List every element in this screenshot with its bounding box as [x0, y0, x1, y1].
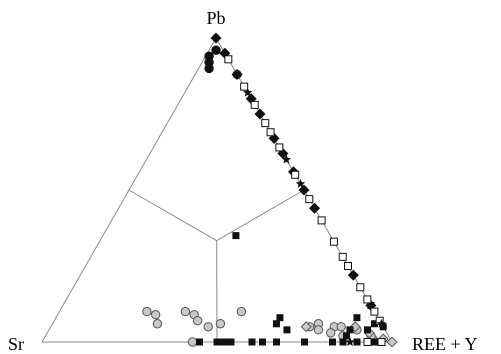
data-point-circle-gray-8 [203, 322, 213, 332]
data-point-square-black-4 [283, 326, 291, 334]
data-point-diamond-black-9 [298, 184, 310, 196]
data-point-diamond-black-3 [231, 68, 243, 80]
data-point-square-open-14 [363, 295, 372, 304]
data-point-square-black-18 [301, 338, 308, 346]
data-point-square-open-15 [370, 307, 379, 316]
data-point-square-black-9 [353, 314, 361, 322]
data-point-square-open-12 [344, 262, 352, 270]
data-point-diamond-black-11 [347, 269, 359, 281]
data-point-circle-gray-4 [152, 319, 163, 329]
data-point-square-open-17 [377, 338, 386, 346]
data-point-square-open-2 [240, 82, 249, 91]
data-point-circle-gray-2 [142, 306, 152, 317]
data-point-star-black-5 [345, 337, 355, 347]
data-point-square-black-20 [339, 338, 347, 346]
data-point-square-black-25 [342, 332, 350, 340]
data-point-square-black-12 [213, 338, 221, 346]
data-point-square-black-17 [273, 338, 280, 346]
data-point-square-open-10 [329, 237, 338, 246]
data-point-circle-gray-7 [192, 316, 203, 326]
data-point-square-open-4 [261, 119, 270, 128]
data-point-square-black-2 [276, 314, 284, 322]
data-point-square-open-18 [363, 338, 372, 346]
data-point-circle-black-4 [204, 63, 214, 74]
data-point-diamond-black-1 [210, 32, 222, 44]
data-point-circle-gray-11 [236, 306, 247, 317]
data-point-circle-gray-10 [187, 337, 198, 347]
data-point-square-black-21 [353, 338, 361, 346]
data-point-diamond-black-5 [254, 108, 266, 120]
data-point-square-black-7 [370, 320, 378, 328]
data-point-square-open-11 [338, 252, 347, 261]
field-boundary-2 [216, 189, 305, 242]
data-point-square-open-9 [317, 216, 326, 225]
data-point-circle-gray-3 [150, 309, 161, 320]
data-point-diamond-black-6 [268, 132, 280, 144]
data-point-square-black-10 [363, 326, 371, 334]
data-point-square-black-19 [329, 338, 336, 346]
data-point-diamond-gray-5 [349, 321, 361, 333]
data-point-square-open-13 [356, 283, 365, 292]
data-point-square-black-14 [227, 338, 235, 346]
data-point-square-black-13 [220, 338, 228, 346]
data-point-square-open-3 [250, 100, 259, 109]
data-point-square-open-1 [224, 55, 233, 64]
data-point-square-black-5 [367, 302, 375, 310]
data-point-star-black-4 [376, 318, 387, 328]
data-point-square-black-15 [248, 338, 256, 346]
field-boundary-1 [128, 189, 217, 242]
data-point-square-open-7 [291, 170, 300, 179]
data-point-square-black-24 [346, 326, 354, 334]
data-point-circle-gray-9 [215, 319, 226, 329]
data-point-circle-gray-17 [336, 322, 346, 332]
vertex-label-left: Sr [8, 334, 24, 354]
data-point-diamond-black-10 [309, 202, 321, 214]
data-point-square-open-5 [266, 128, 275, 137]
data-point-circle-gray-14 [313, 325, 324, 335]
data-point-circle-gray-16 [326, 328, 336, 338]
data-point-square-black-16 [259, 338, 266, 346]
data-point-circle-gray-5 [180, 306, 191, 317]
data-point-star-black-2 [281, 154, 292, 164]
data-point-square-open-6 [275, 143, 284, 152]
data-point-square-black-11 [196, 338, 203, 346]
data-point-square-black-1 [232, 232, 240, 240]
vertex-label-top: Pb [206, 8, 225, 28]
vertex-label-right: REE + Y [412, 334, 477, 354]
data-point-star-black-3 [295, 178, 306, 188]
data-point-circle-black-1 [211, 45, 221, 55]
data-point-diamond-gray-4 [386, 336, 398, 348]
data-point-square-black-3 [272, 320, 280, 328]
data-point-diamond-gray-1 [300, 321, 312, 333]
data-points [142, 32, 398, 348]
data-point-star-black-1 [242, 87, 253, 97]
data-point-square-open-8 [305, 195, 314, 204]
